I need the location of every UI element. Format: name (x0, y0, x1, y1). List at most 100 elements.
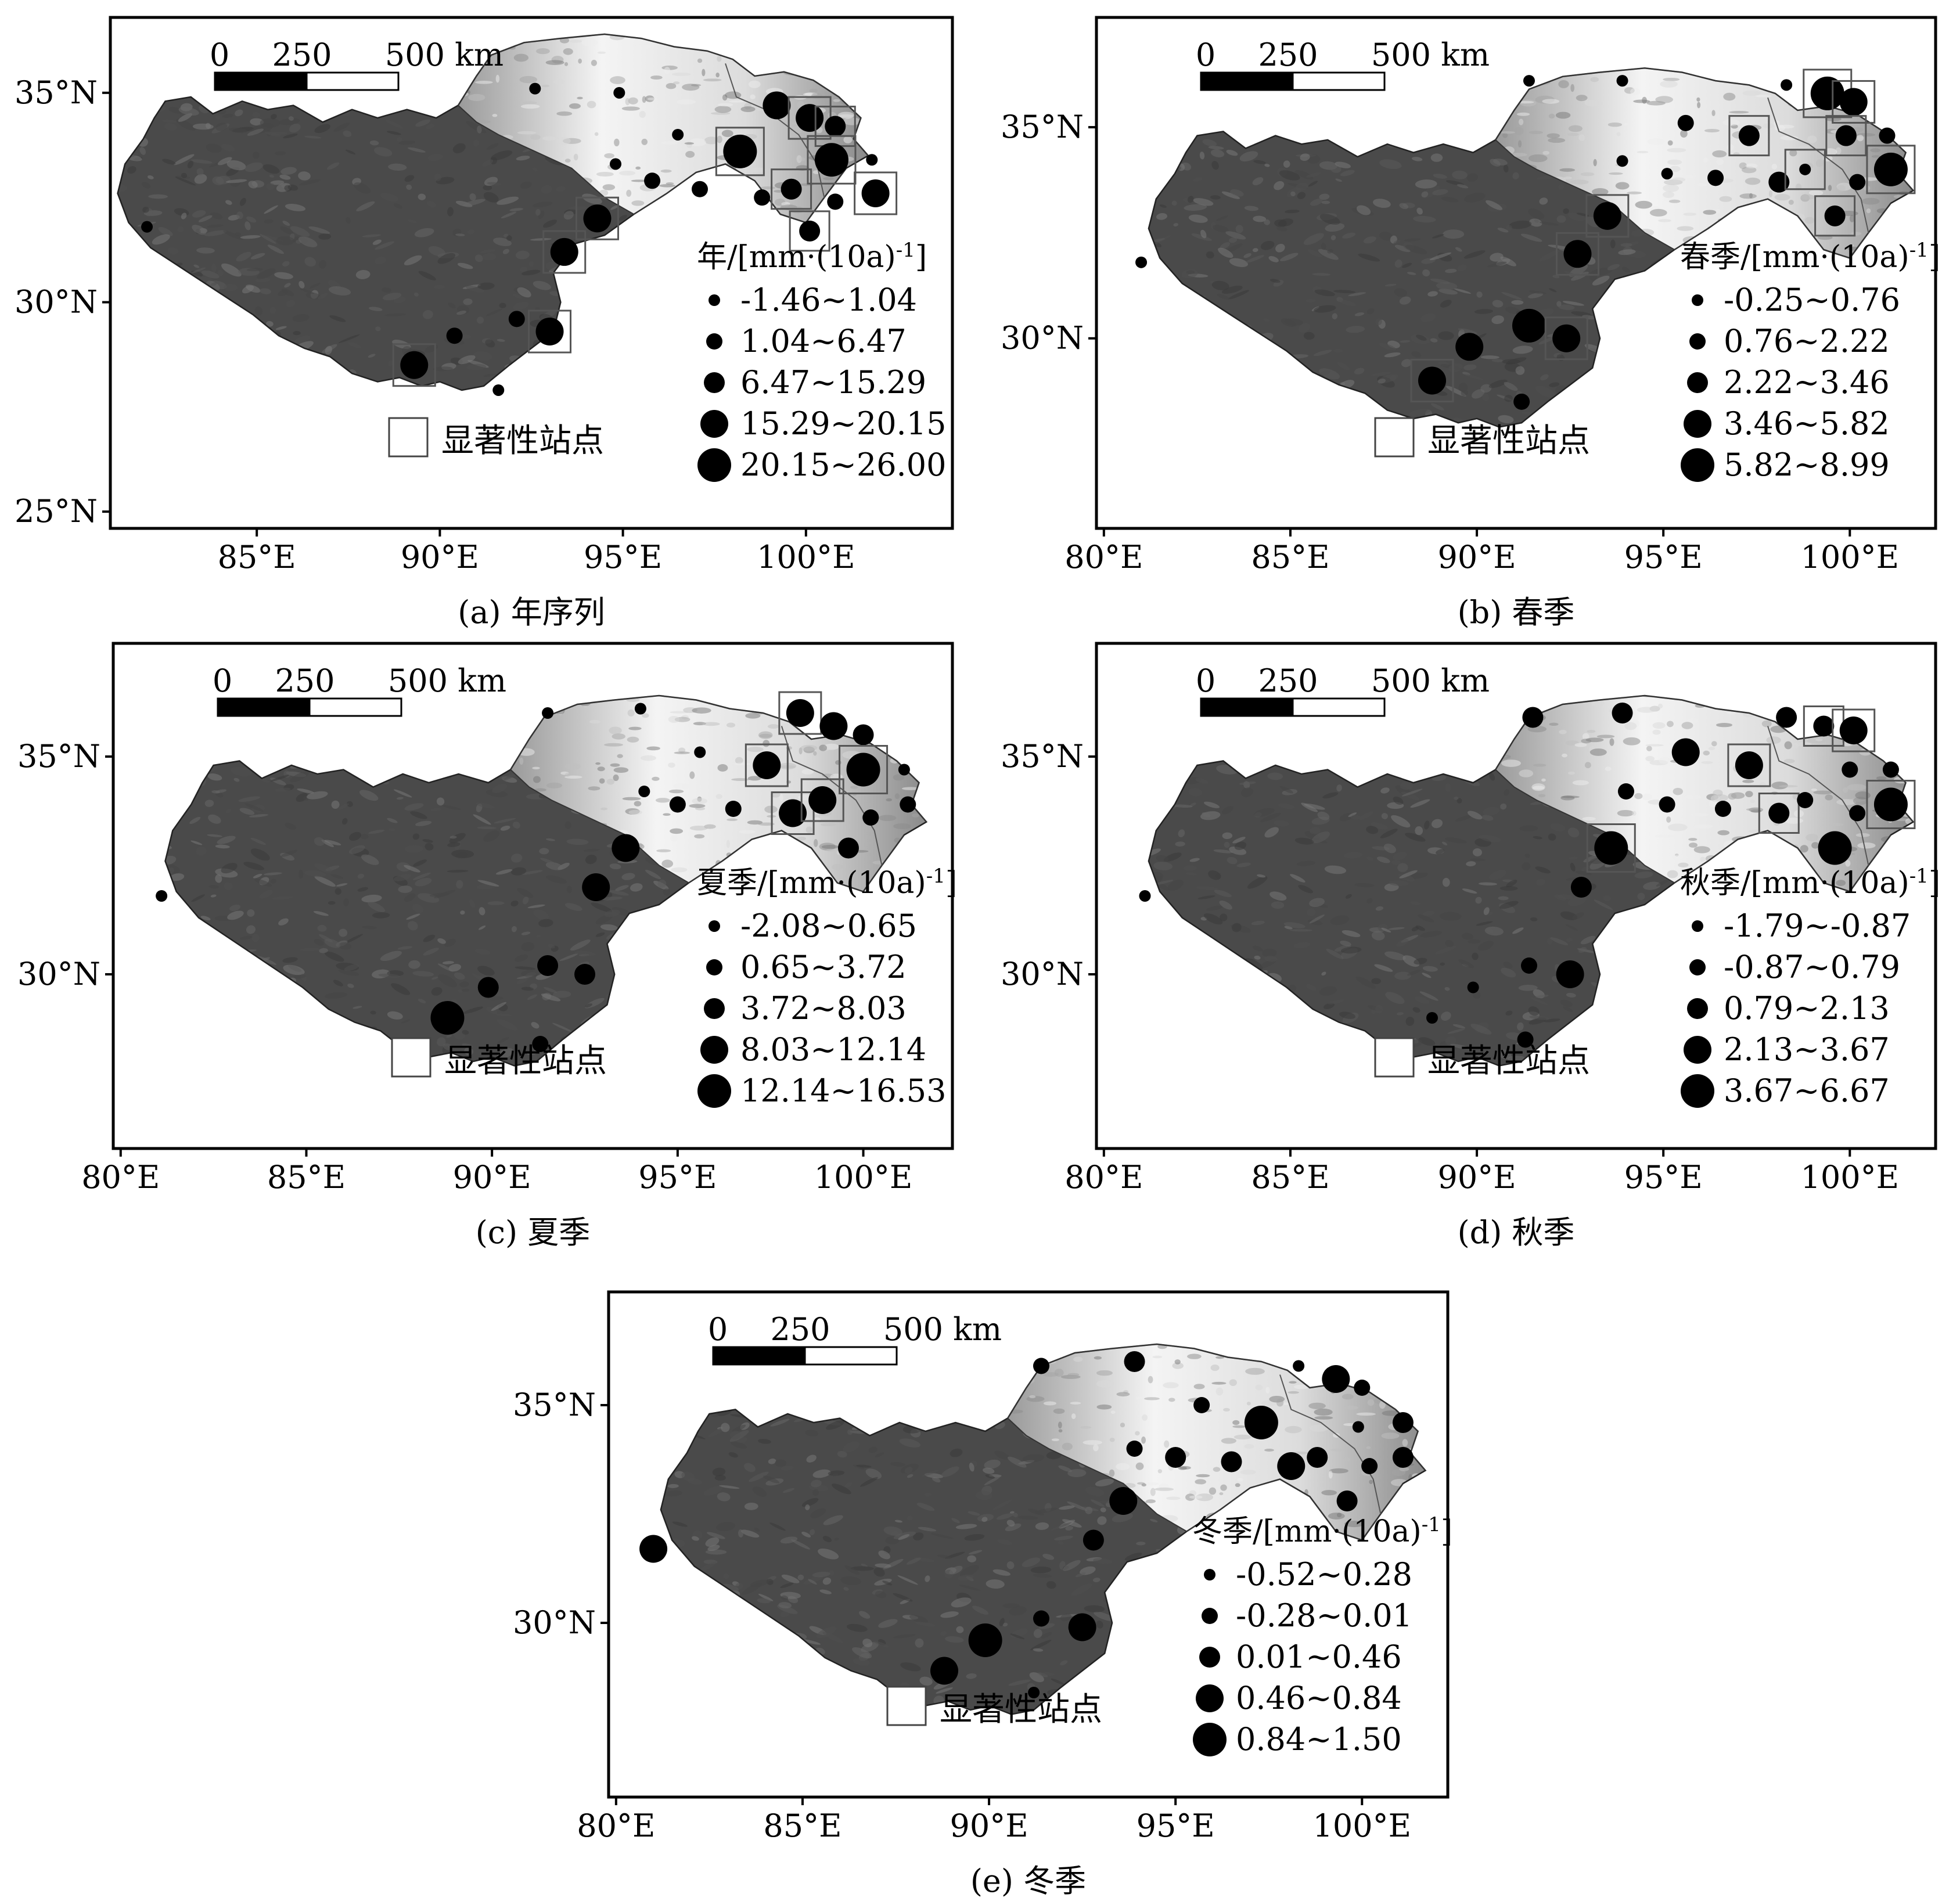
station-marker (1799, 164, 1811, 175)
legend-symbol (697, 1074, 731, 1108)
lat-tick-label: 30°N (513, 1604, 596, 1641)
station-marker (1571, 877, 1592, 898)
significance-key: 显著性站点 (887, 1687, 1102, 1729)
significance-label: 显著性站点 (1427, 1042, 1590, 1080)
legend-symbol (1692, 920, 1703, 932)
scale-bar-black (218, 699, 310, 716)
lon-tick-label: 90°E (1437, 539, 1516, 575)
significance-box-icon (389, 418, 427, 456)
station-marker (1739, 125, 1760, 146)
legend-class-label: -0.28~0.01 (1236, 1597, 1412, 1634)
significance-label: 显著性站点 (1427, 422, 1590, 460)
station-marker (1293, 1360, 1304, 1372)
legend-symbol (1681, 448, 1714, 482)
scale-bar-white (1293, 73, 1384, 90)
significance-label: 显著性站点 (940, 1691, 1102, 1729)
legend-class-label: 0.65~3.72 (740, 949, 907, 985)
station-marker (1594, 202, 1621, 230)
station-marker (1618, 783, 1634, 800)
legend-symbol (1687, 372, 1708, 393)
station-marker (1033, 1611, 1049, 1627)
station-marker (1883, 762, 1899, 778)
station-marker (644, 172, 660, 189)
legend-class-label: 15.29~20.15 (740, 405, 946, 442)
legend-class-label: 3.67~6.67 (1724, 1072, 1890, 1109)
legend-symbol (706, 333, 722, 350)
scale-bar-label: 0 (1196, 37, 1215, 73)
station-marker (529, 83, 541, 95)
station-marker (1109, 1487, 1137, 1515)
station-marker (763, 91, 790, 119)
scale-bar-label: 0 (708, 1311, 728, 1348)
scale-bar-white (805, 1347, 897, 1364)
station-marker (1776, 707, 1797, 728)
station-marker (900, 797, 916, 813)
station-marker (1353, 1421, 1364, 1433)
station-marker (1840, 717, 1868, 744)
station-marker (1563, 240, 1591, 268)
station-marker (1840, 88, 1868, 116)
lon-tick-label: 90°E (453, 1159, 531, 1196)
station-marker (574, 964, 595, 985)
station-marker (478, 977, 499, 998)
station-marker (537, 955, 558, 976)
station-marker (447, 327, 463, 344)
station-marker (1813, 716, 1834, 737)
station-marker (1354, 1380, 1370, 1396)
station-marker (610, 158, 621, 170)
legend-symbol (700, 410, 728, 438)
scale-bar-label: 500 km (388, 663, 506, 699)
station-marker (1678, 115, 1694, 131)
lat-tick-label: 35°N (17, 738, 100, 775)
station-marker (1337, 1490, 1358, 1511)
station-marker (1307, 1447, 1328, 1468)
station-marker (1781, 79, 1792, 91)
station-marker (1661, 168, 1673, 179)
legend-class-label: 2.13~3.67 (1724, 1031, 1890, 1068)
legend-class-label: 2.22~3.46 (1724, 364, 1890, 401)
lon-tick-label: 95°E (1137, 1808, 1215, 1844)
lat-tick-label: 35°N (513, 1387, 596, 1423)
station-marker (1033, 1358, 1049, 1374)
lat-tick-label: 30°N (1001, 956, 1084, 992)
station-marker (1617, 155, 1628, 167)
legend-class-label: 20.15~26.00 (740, 447, 946, 483)
station-marker (1707, 170, 1724, 186)
scale-bar-white (1293, 699, 1384, 716)
lon-tick-label: 100°E (757, 539, 855, 575)
station-marker (1393, 1447, 1414, 1468)
station-marker (866, 154, 877, 165)
station-marker (969, 1623, 1002, 1657)
legend-symbol (709, 920, 720, 932)
lat-tick-label: 25°N (15, 493, 98, 530)
lon-tick-label: 90°E (950, 1808, 1028, 1844)
legend-symbol (709, 294, 720, 306)
station-marker (838, 838, 859, 859)
legend-class-label: -0.87~0.79 (1724, 949, 1900, 985)
station-marker (613, 87, 625, 99)
legend-title: 秋季/[mm·(10a)-1] (1680, 865, 1940, 901)
scale-bar-label: 250 (1258, 663, 1318, 699)
station-marker (862, 809, 879, 826)
significance-box-icon (392, 1038, 430, 1076)
station-marker (1245, 1406, 1278, 1439)
scale-bar-black (1201, 699, 1293, 716)
station-marker (672, 129, 684, 141)
legend-class-label: 3.72~8.03 (740, 990, 907, 1027)
station-marker (1083, 1530, 1104, 1551)
station-marker (1818, 831, 1852, 865)
legend-class-label: -0.52~0.28 (1236, 1556, 1412, 1593)
station-marker (1069, 1614, 1096, 1641)
station-marker (815, 143, 848, 177)
station-marker (1124, 1351, 1145, 1372)
station-marker (781, 179, 802, 200)
significance-box-icon (887, 1687, 926, 1725)
station-marker (1393, 1412, 1414, 1433)
legend-title: 冬季/[mm·(10a)-1] (1192, 1513, 1452, 1549)
lat-tick-label: 30°N (1001, 320, 1084, 357)
station-marker (1836, 125, 1857, 146)
scale-bar-label: 500 km (385, 37, 504, 73)
legend-symbol (1692, 294, 1703, 306)
